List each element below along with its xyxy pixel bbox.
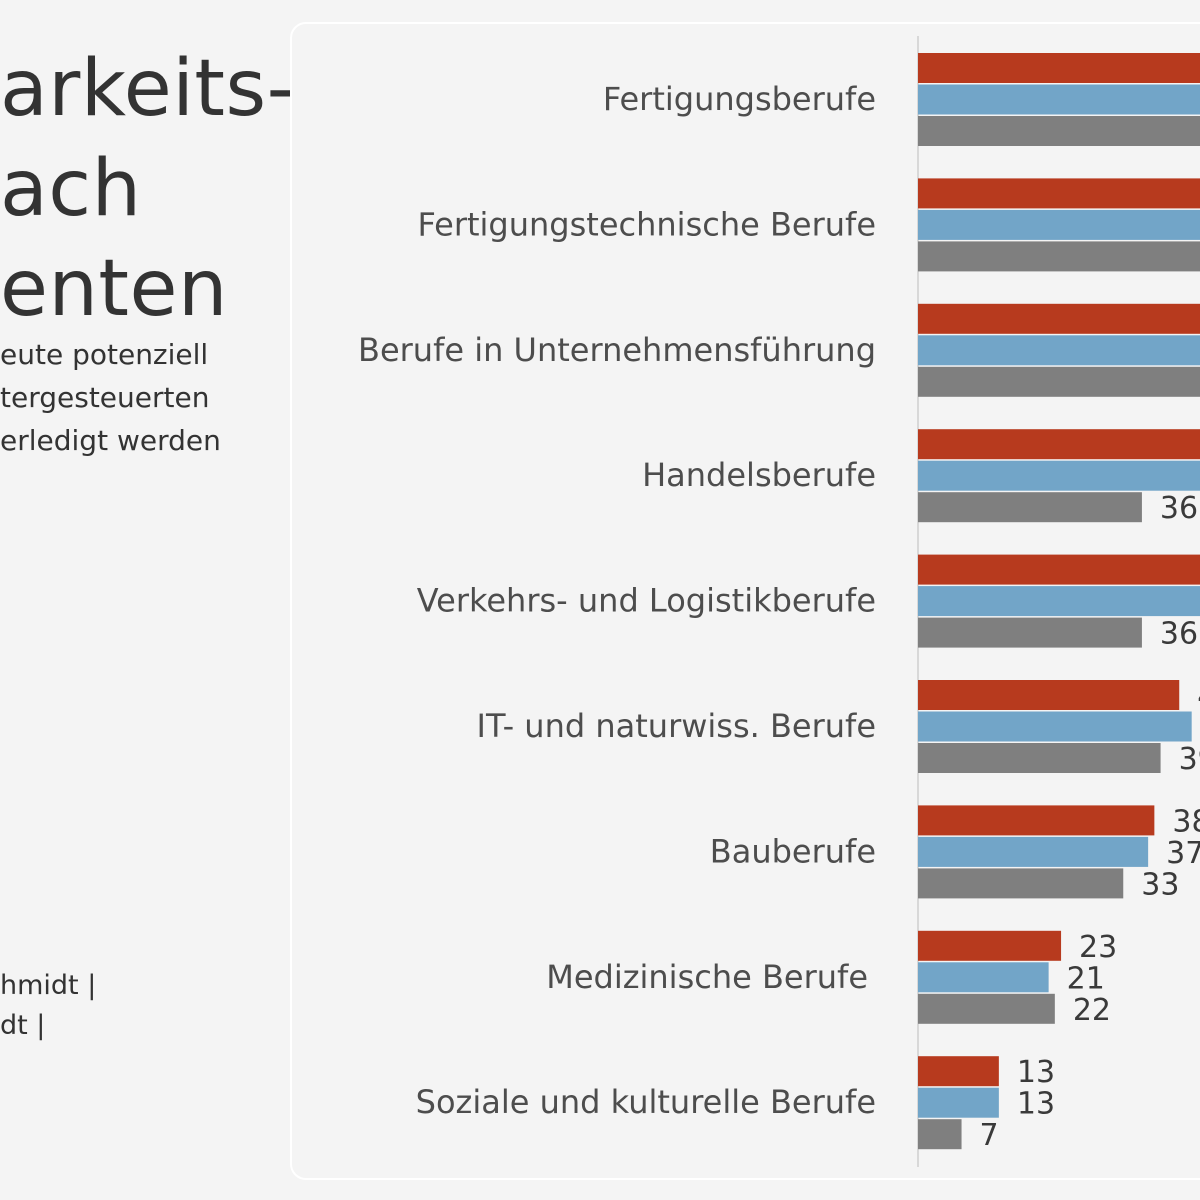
bar-series-2 — [918, 1087, 999, 1118]
category-label: Verkehrs- und Logistikberufe — [417, 582, 876, 620]
value-label: 7 — [980, 1118, 999, 1153]
value-label: 39 — [1179, 742, 1200, 777]
bar-series-1 — [918, 930, 1062, 961]
title-line-3: enten — [0, 244, 228, 334]
bar-series-3 — [918, 868, 1124, 899]
bar-series-1 — [918, 178, 1200, 209]
category-label: Handelsberufe — [642, 456, 876, 494]
value-label: 13 — [1017, 1055, 1055, 1090]
bar-series-1 — [918, 53, 1200, 83]
bar-series-1 — [918, 680, 1180, 710]
value-label: 21 — [1067, 961, 1105, 996]
bar-series-2 — [918, 586, 1200, 617]
bar-series-1 — [918, 805, 1155, 836]
category-label: Medizinische Berufe — [546, 958, 868, 996]
bar-series-2 — [918, 711, 1192, 742]
bar-series-2 — [918, 962, 1049, 993]
bar-series-3 — [918, 241, 1200, 272]
bar-chart: Fertigungsberufe Fertigungstechnische Ber… — [358, 36, 1200, 1167]
bar-series-2 — [918, 460, 1200, 491]
value-label: 36 — [1160, 491, 1198, 526]
subtitle-line-2: tergesteuerten — [0, 381, 210, 414]
category-label: Soziale und kulturelle Berufe — [416, 1083, 876, 1121]
title-line-1: arkeits- — [0, 44, 290, 134]
author-line-1: hmidt | — [0, 970, 97, 1001]
subtitle-line-1: eute potenziell — [0, 338, 209, 371]
title-line-2: ach — [0, 144, 142, 234]
value-label: 4 — [1197, 679, 1200, 714]
chart-card: Fertigungsberufe Fertigungstechnische Ber… — [290, 22, 1200, 1180]
bar-series-3 — [918, 116, 1200, 146]
subtitle-line-3: erledigt werden — [0, 424, 221, 457]
category-label: Berufe in Unternehmensführung — [358, 331, 876, 369]
bar-series-3 — [918, 743, 1161, 773]
bar-series-3 — [918, 492, 1142, 523]
value-label: 36 — [1160, 617, 1198, 652]
bar-series-1 — [918, 303, 1200, 334]
category-label: IT- und naturwiss. Berufe — [477, 707, 876, 745]
bar-series-3 — [918, 617, 1142, 648]
bar-series-2 — [918, 84, 1200, 115]
bar-series-3 — [918, 1119, 962, 1150]
bar-series-3 — [918, 993, 1055, 1024]
value-label: 13 — [1017, 1087, 1055, 1122]
category-label: Fertigungsberufe — [603, 80, 876, 118]
author-line-2: dt | — [0, 1010, 46, 1041]
bar-series-2 — [918, 209, 1200, 240]
value-label: 22 — [1073, 993, 1111, 1028]
value-label: 37 — [1166, 836, 1200, 871]
value-label: 33 — [1141, 867, 1179, 902]
bar-series-1 — [918, 429, 1200, 460]
bar-series-2 — [918, 836, 1149, 867]
left-text-panel: arkeits- ach enten eute potenziell terge… — [0, 0, 290, 1200]
value-label: 23 — [1079, 930, 1117, 965]
category-label: Bauberufe — [710, 832, 876, 870]
category-label: Fertigungstechnische Berufe — [417, 205, 876, 243]
value-label: 38 — [1172, 804, 1200, 839]
bar-series-1 — [918, 554, 1200, 585]
bar-series-3 — [918, 366, 1200, 397]
bar-series-1 — [918, 1056, 999, 1087]
bar-series-2 — [918, 335, 1200, 366]
